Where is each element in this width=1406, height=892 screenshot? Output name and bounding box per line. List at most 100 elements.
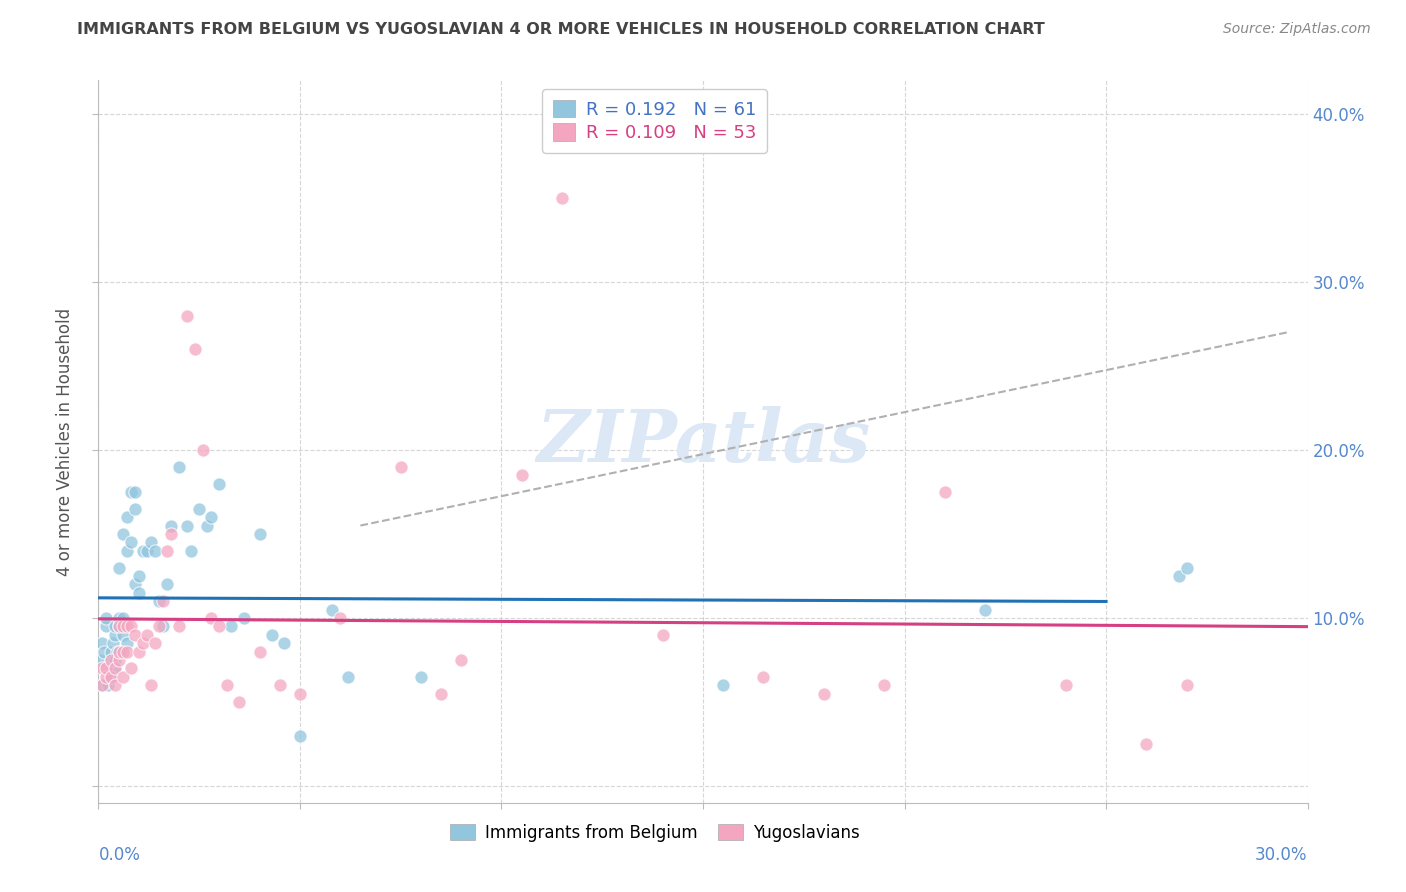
Point: [132, 543, 155, 558]
Point: [752, 670, 775, 684]
Point: [1175, 678, 1198, 692]
Point: [143, 543, 166, 558]
Point: [115, 543, 138, 558]
Point: [124, 628, 146, 642]
Point: [115, 636, 138, 650]
Text: ZIPatlas: ZIPatlas: [536, 406, 870, 477]
Point: [100, 653, 122, 667]
Point: [389, 459, 412, 474]
Point: [288, 687, 311, 701]
Point: [120, 619, 142, 633]
Point: [409, 670, 432, 684]
Point: [228, 695, 250, 709]
Point: [139, 535, 162, 549]
Point: [103, 678, 125, 692]
Point: [152, 594, 174, 608]
Point: [103, 661, 125, 675]
Point: [269, 678, 291, 692]
Point: [111, 628, 134, 642]
Point: [111, 619, 134, 633]
Point: [195, 518, 218, 533]
Point: [91, 636, 114, 650]
Point: [510, 468, 533, 483]
Point: [107, 644, 129, 658]
Text: 30.0%: 30.0%: [1256, 847, 1308, 864]
Point: [100, 653, 122, 667]
Point: [124, 501, 146, 516]
Point: [101, 636, 124, 650]
Point: [96, 611, 118, 625]
Point: [249, 527, 271, 541]
Point: [1135, 737, 1157, 751]
Point: [93, 644, 115, 658]
Point: [128, 569, 150, 583]
Point: [232, 611, 254, 625]
Y-axis label: 4 or more Vehicles in Household: 4 or more Vehicles in Household: [56, 308, 75, 575]
Point: [221, 619, 243, 633]
Point: [124, 485, 146, 500]
Point: [1175, 560, 1198, 574]
Point: [160, 527, 183, 541]
Point: [111, 670, 134, 684]
Point: [115, 510, 138, 524]
Point: [115, 644, 138, 658]
Point: [200, 611, 222, 625]
Point: [208, 619, 231, 633]
Point: [176, 309, 198, 323]
Point: [120, 661, 142, 675]
Point: [107, 619, 129, 633]
Point: [200, 510, 222, 524]
Point: [100, 670, 122, 684]
Point: [103, 653, 125, 667]
Point: [208, 476, 231, 491]
Point: [103, 628, 125, 642]
Point: [249, 644, 271, 658]
Point: [132, 636, 155, 650]
Point: [128, 644, 150, 658]
Point: [160, 518, 183, 533]
Point: [711, 678, 734, 692]
Point: [135, 628, 157, 642]
Point: [111, 527, 134, 541]
Point: [100, 670, 122, 684]
Point: [120, 485, 142, 500]
Point: [273, 636, 295, 650]
Point: [96, 619, 118, 633]
Point: [156, 577, 179, 591]
Legend: Immigrants from Belgium, Yugoslavians: Immigrants from Belgium, Yugoslavians: [443, 817, 866, 848]
Point: [321, 602, 343, 616]
Point: [152, 619, 174, 633]
Point: [176, 518, 198, 533]
Point: [450, 653, 472, 667]
Point: [107, 560, 129, 574]
Point: [103, 661, 125, 675]
Point: [111, 644, 134, 658]
Point: [551, 191, 574, 205]
Point: [167, 459, 190, 474]
Point: [288, 729, 311, 743]
Point: [100, 644, 122, 658]
Point: [139, 678, 162, 692]
Point: [120, 535, 142, 549]
Point: [651, 628, 673, 642]
Point: [96, 670, 118, 684]
Point: [1054, 678, 1077, 692]
Point: [148, 619, 170, 633]
Point: [107, 644, 129, 658]
Point: [135, 543, 157, 558]
Point: [167, 619, 190, 633]
Point: [128, 586, 150, 600]
Point: [217, 678, 239, 692]
Point: [143, 636, 166, 650]
Point: [180, 543, 202, 558]
Point: [91, 678, 114, 692]
Point: [193, 442, 215, 457]
Point: [337, 670, 360, 684]
Point: [873, 678, 896, 692]
Point: [91, 661, 114, 675]
Point: [974, 602, 997, 616]
Point: [934, 485, 956, 500]
Point: [107, 611, 129, 625]
Point: [107, 653, 129, 667]
Point: [329, 611, 352, 625]
